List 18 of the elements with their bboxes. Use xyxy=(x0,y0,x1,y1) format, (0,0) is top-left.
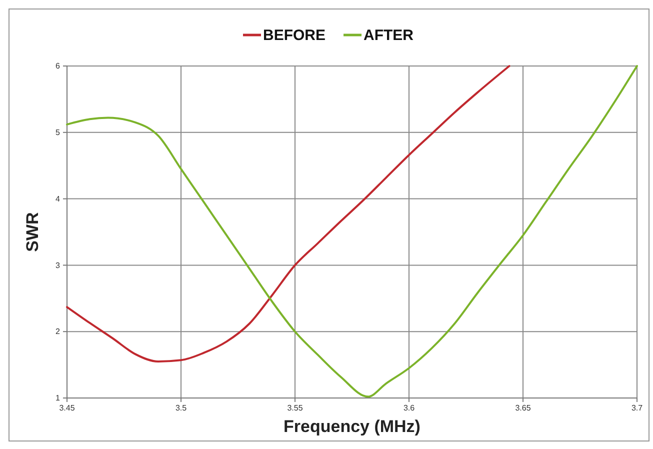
x-tick-label: 3.5 xyxy=(175,404,188,413)
y-tick-label: 1 xyxy=(56,394,61,403)
x-tick-label: 3.7 xyxy=(631,404,644,413)
y-axis-title: SWR xyxy=(23,212,42,252)
line-series xyxy=(66,65,638,398)
y-tick-label: 4 xyxy=(56,194,61,204)
x-tick-label: 3.6 xyxy=(403,404,416,413)
line-series xyxy=(66,65,510,362)
y-tick-label: 6 xyxy=(56,62,61,71)
y-tick-label: 5 xyxy=(56,128,61,137)
y-tick-label: 3 xyxy=(56,260,61,270)
x-tick-label: 3.55 xyxy=(287,404,304,413)
x-tick-label: 3.45 xyxy=(59,404,76,413)
legend-label: BEFORE xyxy=(263,27,326,44)
x-axis-title: Frequency (MHz) xyxy=(284,417,420,436)
legend-label: AFTER xyxy=(364,27,414,44)
y-tick-label: 2 xyxy=(56,327,61,336)
x-tick-label: 3.65 xyxy=(515,404,532,413)
